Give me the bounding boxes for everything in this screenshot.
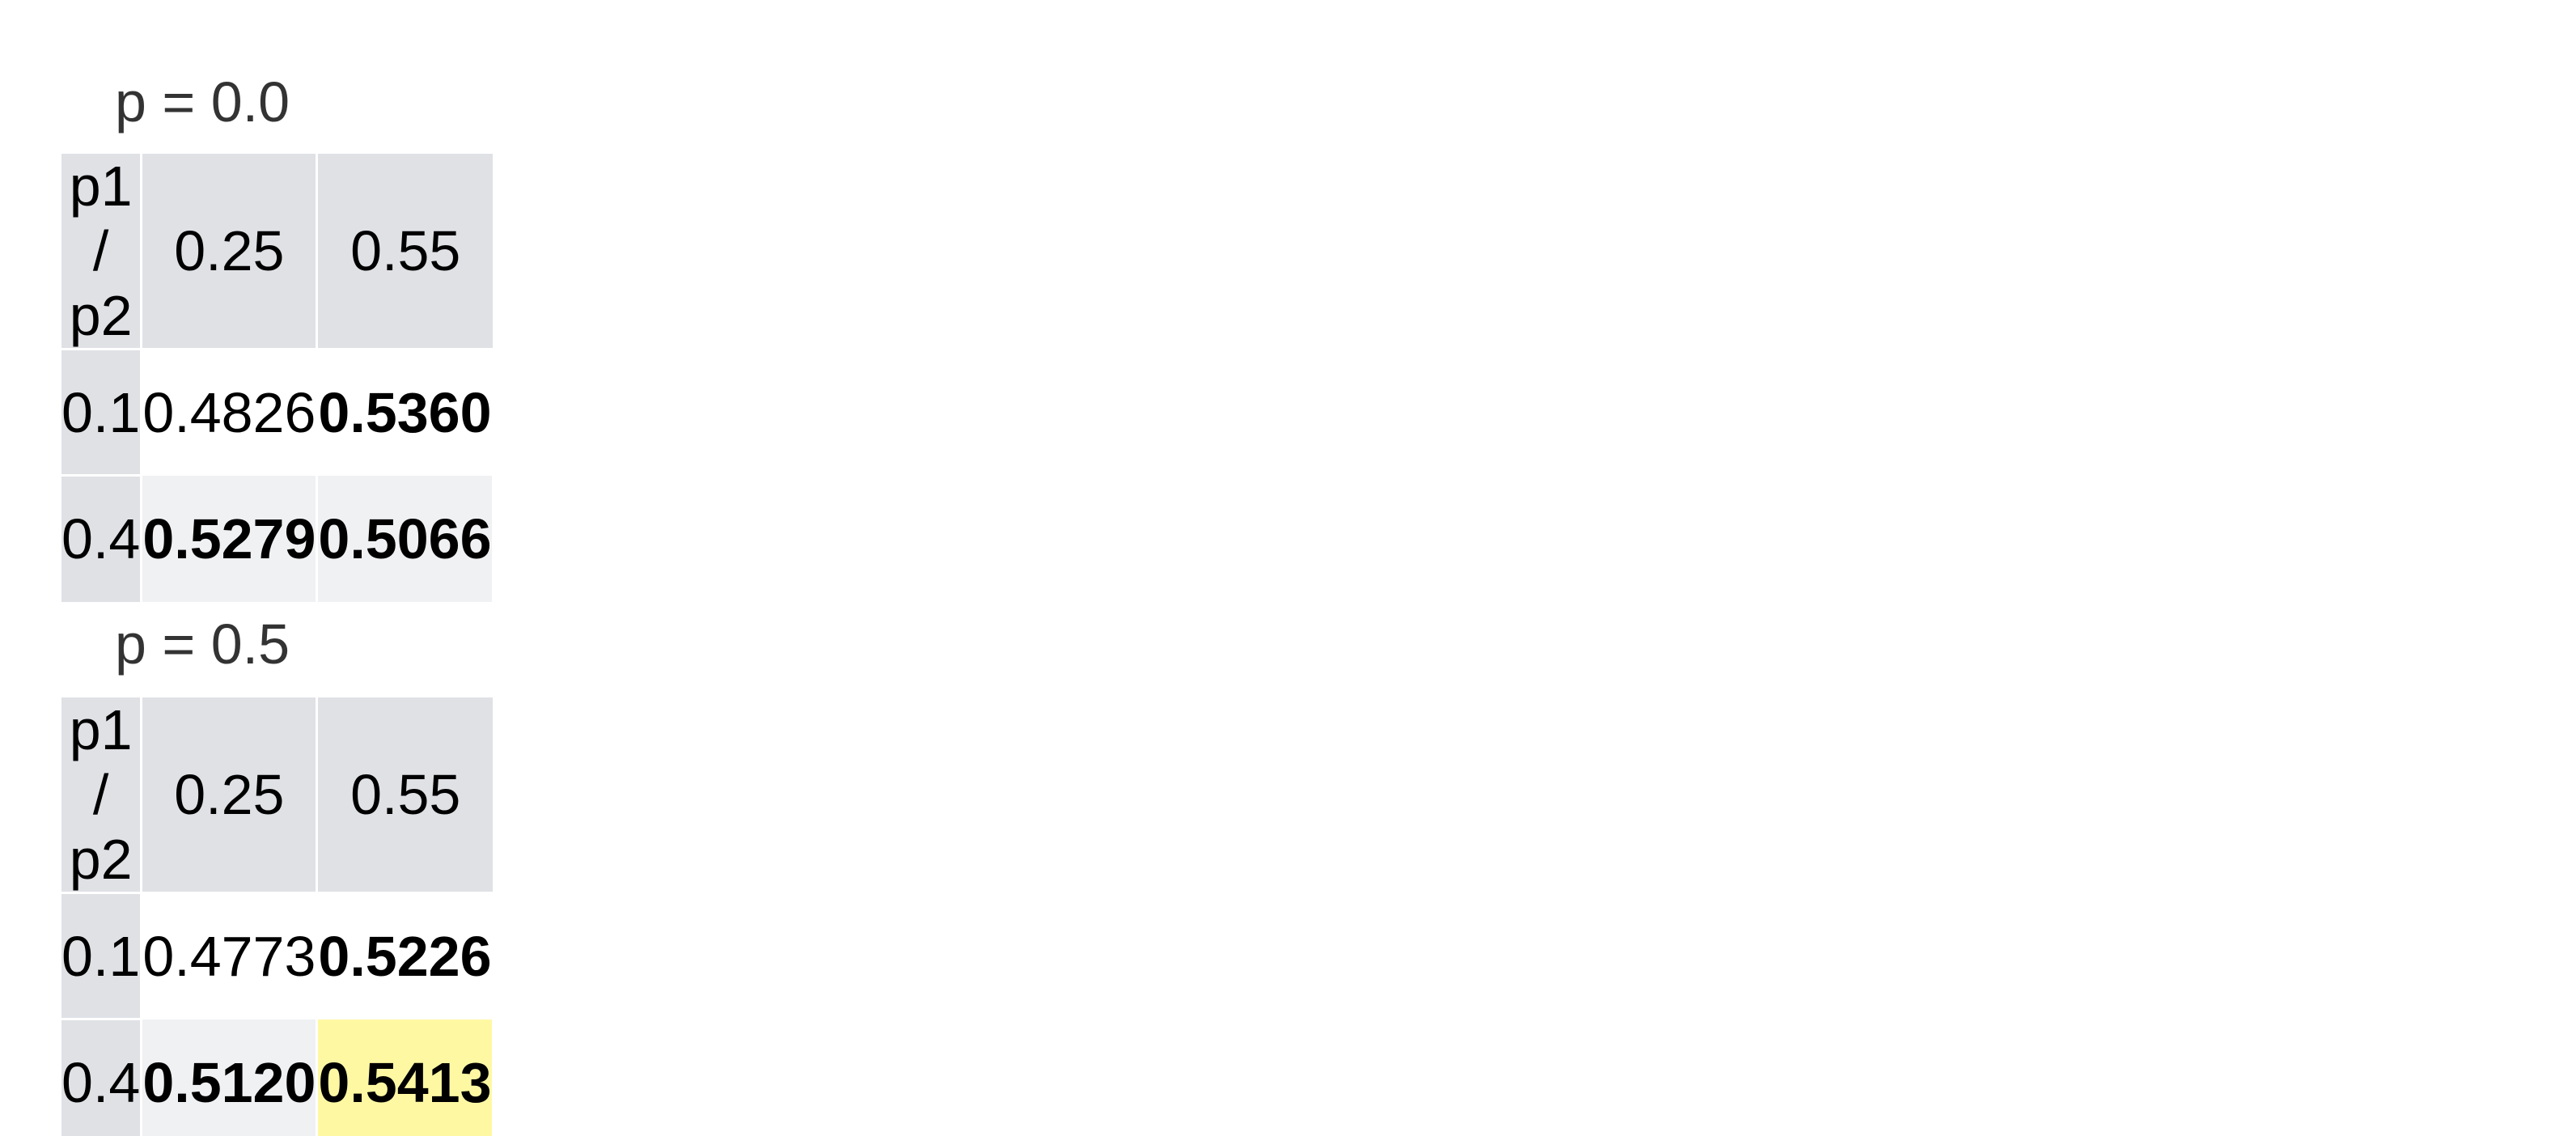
corner-header: p1 / p2 <box>61 154 143 350</box>
table-row: 0.4 0.5120 0.5413 <box>61 1019 494 1136</box>
column-header: 0.25 <box>141 154 319 350</box>
table-cell: 0.5279 <box>141 475 319 602</box>
table-cell: 0.5226 <box>316 892 494 1019</box>
table-cell: 0.5066 <box>316 475 494 602</box>
header-row: p1 / p2 0.25 0.55 <box>61 697 494 894</box>
row-header: 0.1 <box>61 349 143 477</box>
table-title: p = 0.5 <box>115 613 290 676</box>
table-title: p = 0.0 <box>115 70 290 134</box>
results-table: p1 / p2 0.25 0.55 0.1 0.4773 0.5226 0.4 … <box>61 697 494 1136</box>
row-header: 0.1 <box>61 892 143 1020</box>
table-cell: 0.4773 <box>141 892 319 1019</box>
row-header: 0.4 <box>61 475 143 602</box>
table-cell: 0.4826 <box>141 349 319 476</box>
column-header: 0.25 <box>141 697 319 894</box>
table-row: 0.4 0.5279 0.5066 <box>61 475 494 602</box>
row-header: 0.4 <box>61 1019 143 1136</box>
column-header: 0.55 <box>316 154 494 350</box>
column-header: 0.55 <box>316 697 494 894</box>
header-row: p1 / p2 0.25 0.55 <box>61 154 494 350</box>
corner-header: p1 / p2 <box>61 697 143 894</box>
table-cell: 0.5360 <box>316 349 494 476</box>
table-cell: 0.5413 <box>316 1019 494 1136</box>
table-cell: 0.5120 <box>141 1019 319 1136</box>
table-row: 0.1 0.4826 0.5360 <box>61 349 494 477</box>
table-row: 0.1 0.4773 0.5226 <box>61 892 494 1020</box>
results-table: p1 / p2 0.25 0.55 0.1 0.4826 0.5360 0.4 … <box>61 154 494 602</box>
